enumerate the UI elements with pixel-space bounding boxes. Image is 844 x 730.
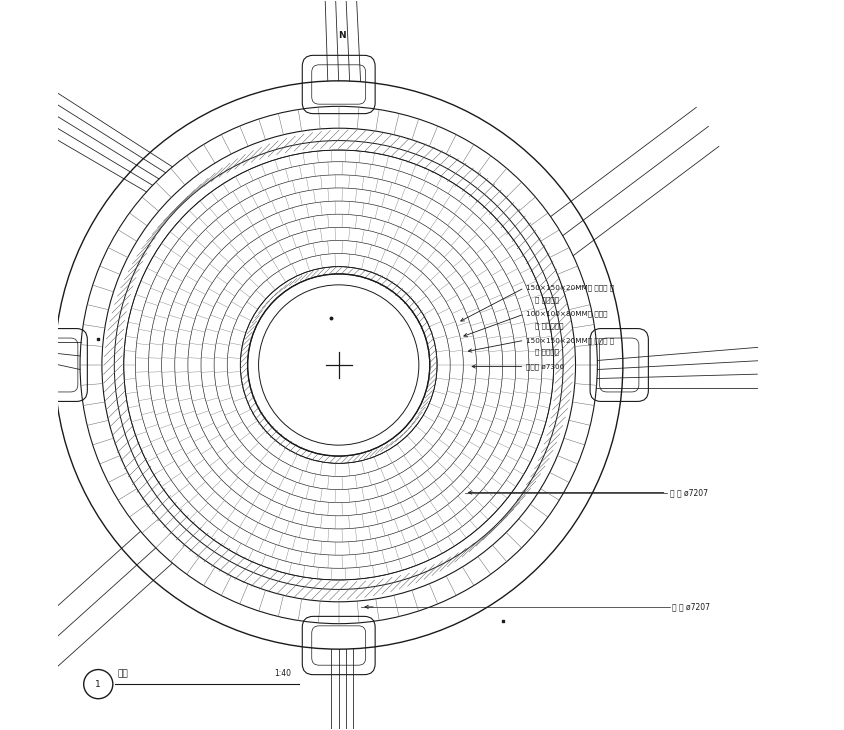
Text: 水 景 ø7207: 水 景 ø7207 <box>669 488 707 497</box>
Text: 1: 1 <box>95 680 101 688</box>
Text: 1:40: 1:40 <box>274 669 291 678</box>
Circle shape <box>258 285 419 445</box>
Text: 色 色向心铺列: 色 色向心铺列 <box>535 323 563 329</box>
Text: 水 景 ø7207: 水 景 ø7207 <box>671 602 709 612</box>
Text: 150×150×20MM厘 天然花 石: 150×150×20MM厘 天然花 石 <box>525 285 614 291</box>
Text: 色 颜色光石: 色 颜色光石 <box>535 349 559 356</box>
Text: 平面: 平面 <box>118 669 128 678</box>
Text: 100×100×80MM厘 混凑土: 100×100×80MM厘 混凑土 <box>525 311 607 318</box>
Text: 150×150×20MM厘 天然花 石: 150×150×20MM厘 天然花 石 <box>525 337 614 344</box>
Text: N: N <box>338 31 346 40</box>
Text: 道路层 ø7306: 道路层 ø7306 <box>525 363 564 370</box>
Text: 色 颜色光石: 色 颜色光石 <box>535 296 559 303</box>
